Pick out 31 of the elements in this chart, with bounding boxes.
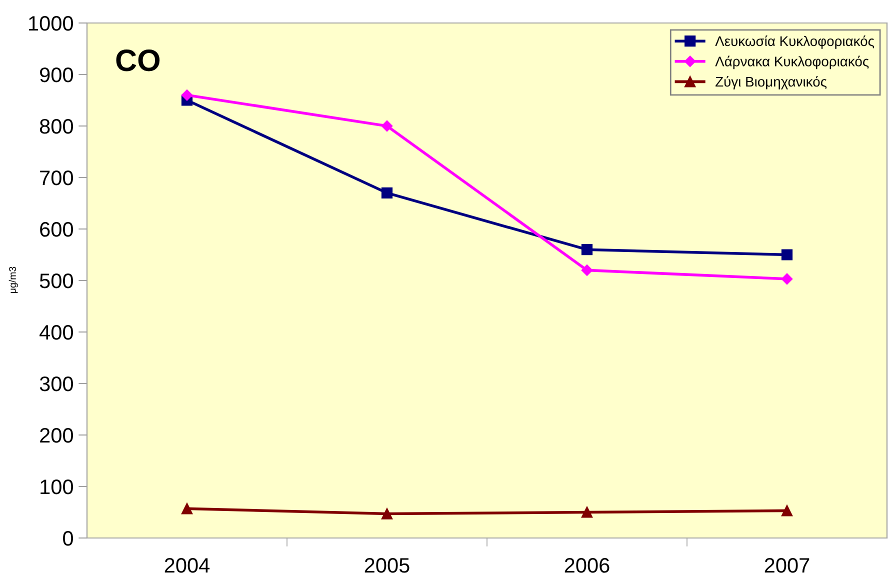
- point: [581, 264, 593, 276]
- y-tick-label: 900: [40, 68, 73, 82]
- point: [781, 505, 793, 516]
- legend-label: Ζύγι Βιομηχανικός: [716, 76, 827, 90]
- y-tick-label: 800: [40, 119, 73, 134]
- y-tick-label: 100: [40, 480, 73, 494]
- y-tick-label: 400: [40, 325, 73, 340]
- y-tick-label: 1000: [29, 16, 73, 31]
- text: CO: [116, 50, 160, 72]
- point: [581, 244, 593, 256]
- point: [781, 249, 793, 260]
- point: [781, 273, 793, 285]
- y-axis-title: μg/m3: [8, 266, 18, 293]
- y-tick-label: 500: [40, 274, 73, 288]
- x-tick-label: 2005: [364, 558, 410, 573]
- point: [181, 503, 193, 514]
- legend-label: Λευκωσία Κυκλοφοριακός: [715, 36, 874, 49]
- x-tick-label: 2004: [164, 558, 210, 573]
- y-tick-label: 600: [40, 222, 73, 237]
- point: [381, 187, 393, 199]
- y-tick-label: 300: [40, 376, 73, 392]
- y-tick-label: 700: [40, 170, 73, 186]
- y-tick-label: 0: [63, 531, 73, 546]
- point: [381, 120, 393, 132]
- legend-label: Λάρνακα Κυκλοφοριακός: [715, 56, 869, 70]
- point: [581, 506, 593, 518]
- x-tick-label: 2007: [764, 558, 810, 573]
- point: [381, 508, 393, 520]
- y-tick-label: 200: [40, 428, 73, 443]
- x-tick-label: 2006: [564, 558, 610, 573]
- point: [181, 89, 193, 101]
